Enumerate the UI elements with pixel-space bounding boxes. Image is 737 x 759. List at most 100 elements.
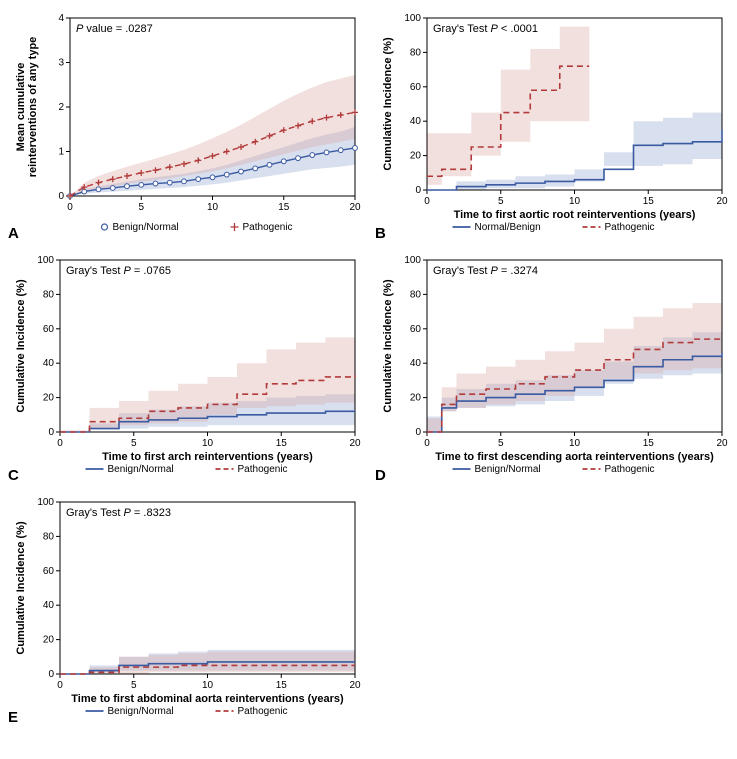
panel-label-C: C (8, 467, 19, 484)
p-value-annotation: P value = .0287 (76, 23, 153, 35)
marker-circle (125, 184, 130, 189)
x-tick-label: 5 (131, 680, 137, 691)
y-tick-label: 0 (415, 185, 421, 196)
marker-circle (338, 148, 343, 153)
y-tick-label: 0 (48, 669, 54, 680)
x-axis-title: Time to first aortic root reintervention… (454, 209, 696, 221)
x-tick-label: 10 (202, 438, 214, 449)
chart-B: 05101520020406080100Time to first aortic… (375, 8, 730, 238)
panel-C: 05101520020406080100Time to first arch r… (8, 250, 363, 480)
x-tick-label: 5 (498, 196, 504, 207)
x-tick-label: 0 (424, 196, 430, 207)
legend-marker-circle (102, 224, 108, 230)
p-value-annotation: Gray's Test P = .8323 (66, 507, 171, 519)
y-tick-label: 60 (43, 324, 55, 335)
marker-circle (353, 146, 358, 151)
y-tick-label: 20 (410, 151, 422, 162)
marker-circle (96, 187, 101, 192)
y-tick-label: 100 (37, 497, 54, 508)
panel-label-E: E (8, 709, 18, 726)
x-tick-label: 10 (207, 202, 219, 213)
y-tick-label: 60 (43, 566, 55, 577)
ci-band (427, 300, 722, 432)
x-tick-label: 0 (57, 438, 63, 449)
marker-circle (182, 179, 187, 184)
marker-circle (239, 169, 244, 174)
x-tick-label: 5 (138, 202, 144, 213)
y-tick-label: 40 (43, 600, 55, 611)
p-value-annotation: Gray's Test P < .0001 (433, 23, 538, 35)
legend-label: Normal/Benign (475, 222, 541, 233)
chart-C: 05101520020406080100Time to first arch r… (8, 250, 363, 480)
y-tick-label: 60 (410, 324, 422, 335)
y-tick-label: 80 (43, 289, 55, 300)
legend-label: Pathogenic (605, 464, 655, 475)
x-tick-label: 0 (67, 202, 73, 213)
panel-A: 0510152001234Mean cumulativereinterventi… (8, 8, 363, 238)
y-tick-label: 4 (58, 13, 64, 24)
y-tick-label: 40 (410, 116, 422, 127)
marker-circle (153, 181, 158, 186)
x-tick-label: 10 (202, 680, 214, 691)
x-tick-label: 15 (278, 202, 290, 213)
y-tick-label: 20 (43, 393, 55, 404)
marker-circle (324, 150, 329, 155)
plot-frame (60, 502, 355, 674)
panel-label-B: B (375, 225, 386, 242)
y-axis-title: Cumulative Incidence (%) (382, 37, 394, 171)
x-tick-label: 20 (349, 202, 361, 213)
y-axis-title: reinterventions of any type (27, 37, 39, 178)
marker-circle (310, 153, 315, 158)
marker-circle (296, 156, 301, 161)
x-tick-label: 20 (349, 680, 361, 691)
chart-E: 0 5 10 15 20 0 20 40 60 80 100 Time to first abdomi… (8, 492, 363, 722)
legend-label: Benign/Normal (113, 222, 179, 233)
marker-circle (267, 162, 272, 167)
marker-circle (253, 166, 258, 171)
marker-circle (139, 182, 144, 187)
x-tick-label: 15 (643, 196, 655, 207)
y-tick-label: 20 (43, 635, 55, 646)
y-tick-label: 80 (43, 531, 55, 542)
y-tick-label: 2 (58, 102, 64, 113)
y-tick-label: 40 (410, 358, 422, 369)
y-tick-label: 100 (37, 255, 54, 266)
figure-grid: 0510152001234Mean cumulativereinterventi… (8, 8, 729, 722)
x-tick-label: 15 (276, 680, 288, 691)
y-axis-title: Cumulative Incidence (%) (15, 279, 27, 413)
legend-label: Pathogenic (605, 222, 655, 233)
panel-label-D: D (375, 467, 386, 484)
x-tick-label: 20 (716, 438, 728, 449)
chart-A: 0510152001234Mean cumulativereinterventi… (8, 8, 363, 238)
marker-circle (224, 172, 229, 177)
x-tick-label: 20 (349, 438, 361, 449)
panel-label-A: A (8, 225, 19, 242)
y-tick-label: 40 (43, 358, 55, 369)
marker-circle (196, 177, 201, 182)
p-value-annotation: Gray's Test P = .3274 (433, 265, 538, 277)
marker-circle (281, 159, 286, 164)
y-tick-label: 1 (58, 147, 64, 158)
x-tick-label: 0 (57, 680, 63, 691)
y-tick-label: 20 (410, 393, 422, 404)
y-tick-label: 80 (410, 47, 422, 58)
x-tick-label: 15 (643, 438, 655, 449)
legend-label: Benign/Normal (475, 464, 541, 475)
x-tick-label: 10 (569, 196, 581, 207)
y-axis-title: Mean cumulative (15, 63, 27, 152)
legend-label: Benign/Normal (108, 464, 174, 475)
y-tick-label: 100 (404, 255, 421, 266)
x-axis-title: Time to first abdominal aorta reinterven… (71, 693, 344, 705)
x-tick-label: 5 (131, 438, 137, 449)
legend-label: Pathogenic (238, 706, 288, 717)
panel-E: 0 5 10 15 20 0 20 40 60 80 100 Time to first abdomi… (8, 492, 363, 722)
legend-label: Pathogenic (238, 464, 288, 475)
y-tick-label: 0 (415, 427, 421, 438)
legend-label: Benign/Normal (108, 706, 174, 717)
y-tick-label: 0 (58, 191, 64, 202)
y-tick-label: 0 (48, 427, 54, 438)
y-tick-label: 100 (404, 13, 421, 24)
marker-circle (210, 175, 215, 180)
x-tick-label: 20 (716, 196, 728, 207)
x-axis-title: Time to first descending aorta reinterve… (435, 451, 714, 463)
